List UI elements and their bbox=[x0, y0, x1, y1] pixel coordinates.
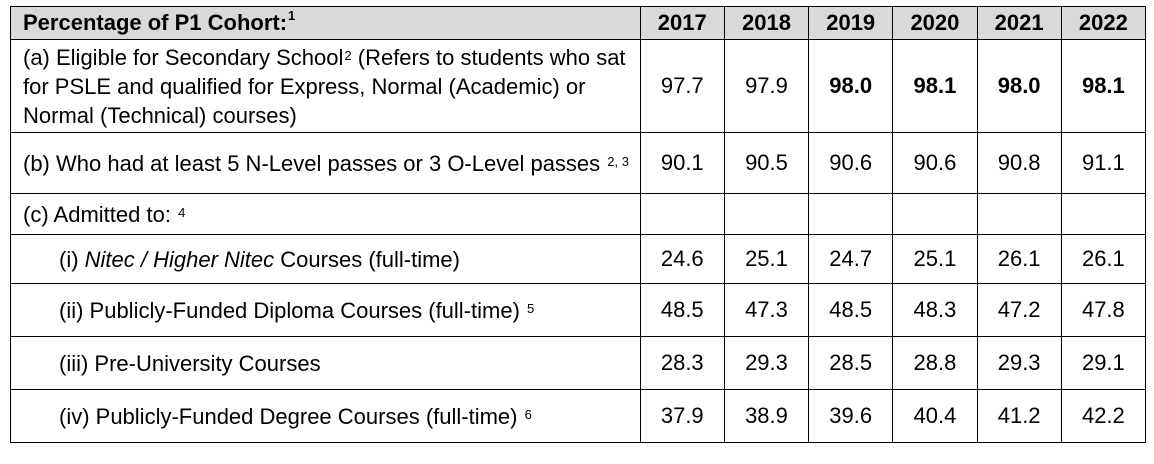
cell-value bbox=[976, 193, 1062, 235]
table-row: (iv) Publicly-Funded Degree Courses (ful… bbox=[10, 389, 1147, 443]
cell-value: 98.1 bbox=[1060, 39, 1147, 133]
cell-value: 91.1 bbox=[1060, 132, 1147, 194]
cell-value bbox=[892, 193, 978, 235]
year-header: 2021 bbox=[976, 6, 1062, 40]
cell-value: 97.9 bbox=[723, 39, 810, 133]
cell-value: 47.8 bbox=[1060, 283, 1147, 337]
footnote: 2, 3 bbox=[607, 153, 629, 169]
year-header: 2017 bbox=[639, 6, 725, 40]
table-row: (a) Eligible for Secondary School2 (Refe… bbox=[10, 39, 1147, 133]
footnote: 5 bbox=[527, 300, 535, 316]
cell-value: 24.7 bbox=[808, 234, 894, 284]
cell-value: 25.1 bbox=[723, 234, 810, 284]
cohort-table: Percentage of P1 Cohort:1 2017 2018 2019… bbox=[10, 6, 1147, 443]
cell-value: 90.6 bbox=[808, 132, 894, 194]
header-label: Percentage of P1 Cohort:1 bbox=[10, 6, 641, 40]
cell-value: 28.5 bbox=[808, 336, 894, 390]
footnote: 2 bbox=[344, 47, 352, 63]
cell-value: 90.1 bbox=[639, 132, 725, 194]
table-row: (ii) Publicly-Funded Diploma Courses (fu… bbox=[10, 283, 1147, 337]
cell-value: 48.5 bbox=[639, 283, 725, 337]
cell-value: 28.3 bbox=[639, 336, 725, 390]
cell-value: 97.7 bbox=[639, 39, 725, 133]
cell-value: 90.6 bbox=[892, 132, 978, 194]
header-footnote: 1 bbox=[288, 8, 296, 23]
row-label: (iii) Pre-University Courses bbox=[10, 336, 641, 390]
cell-value: 37.9 bbox=[639, 389, 725, 443]
year-header: 2020 bbox=[892, 6, 978, 40]
cell-value: 25.1 bbox=[892, 234, 978, 284]
row-label: (c) Admitted to: 4 bbox=[10, 193, 641, 235]
cell-value: 29.1 bbox=[1060, 336, 1147, 390]
table-row: (iii) Pre-University Courses 28.3 29.3 2… bbox=[10, 336, 1147, 390]
cell-value: 48.3 bbox=[892, 283, 978, 337]
cell-value: 24.6 bbox=[639, 234, 725, 284]
year-header: 2018 bbox=[723, 6, 810, 40]
cell-value: 38.9 bbox=[723, 389, 810, 443]
table-row: (b) Who had at least 5 N-Level passes or… bbox=[10, 132, 1147, 194]
year-header: 2022 bbox=[1060, 6, 1147, 40]
cell-value bbox=[808, 193, 894, 235]
cell-value: 98.0 bbox=[808, 39, 894, 133]
table-row: (c) Admitted to: 4 bbox=[10, 193, 1147, 235]
cell-value: 47.2 bbox=[976, 283, 1062, 337]
cell-value: 29.3 bbox=[976, 336, 1062, 390]
cell-value: 41.2 bbox=[976, 389, 1062, 443]
footnote: 6 bbox=[524, 406, 532, 422]
footnote: 4 bbox=[178, 204, 186, 220]
row-label: (i) Nitec / Higher Nitec Courses (full-t… bbox=[10, 234, 641, 284]
header-row: Percentage of P1 Cohort:1 2017 2018 2019… bbox=[10, 6, 1147, 40]
cell-value bbox=[639, 193, 725, 235]
row-label: (iv) Publicly-Funded Degree Courses (ful… bbox=[10, 389, 641, 443]
year-header: 2019 bbox=[808, 6, 894, 40]
cell-value: 98.0 bbox=[976, 39, 1062, 133]
cell-value: 48.5 bbox=[808, 283, 894, 337]
cell-value: 26.1 bbox=[1060, 234, 1147, 284]
cell-value: 98.1 bbox=[892, 39, 978, 133]
row-label: (a) Eligible for Secondary School2 (Refe… bbox=[10, 39, 641, 133]
cell-value: 90.5 bbox=[723, 132, 810, 194]
row-label: (b) Who had at least 5 N-Level passes or… bbox=[10, 132, 641, 194]
cell-value: 29.3 bbox=[723, 336, 810, 390]
cell-value: 39.6 bbox=[808, 389, 894, 443]
cell-value: 42.2 bbox=[1060, 389, 1147, 443]
cell-value: 47.3 bbox=[723, 283, 810, 337]
table-row: (i) Nitec / Higher Nitec Courses (full-t… bbox=[10, 234, 1147, 284]
cell-value: 26.1 bbox=[976, 234, 1062, 284]
row-label: (ii) Publicly-Funded Diploma Courses (fu… bbox=[10, 283, 641, 337]
cell-value: 90.8 bbox=[976, 132, 1062, 194]
cell-value bbox=[1060, 193, 1147, 235]
cell-value: 28.8 bbox=[892, 336, 978, 390]
cell-value: 40.4 bbox=[892, 389, 978, 443]
cell-value bbox=[723, 193, 810, 235]
